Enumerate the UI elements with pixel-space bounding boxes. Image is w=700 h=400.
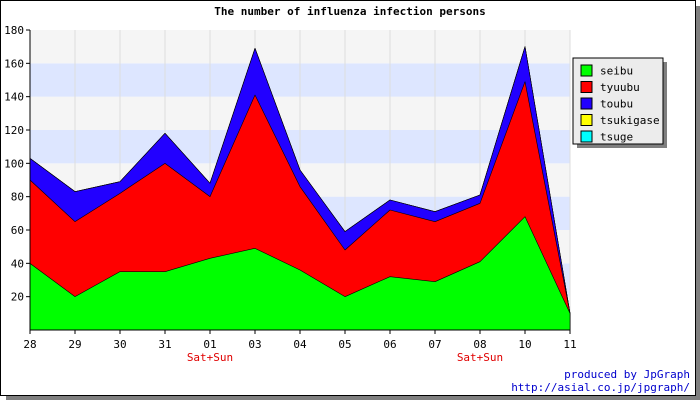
frame-shadow-right bbox=[696, 6, 700, 400]
x-tick-label: 11 bbox=[563, 338, 576, 351]
footer-url[interactable]: http://asial.co.jp/jpgraph/ bbox=[511, 381, 690, 394]
legend-swatch-seibu bbox=[580, 64, 593, 77]
y-tick-label: 40 bbox=[11, 257, 24, 270]
legend: seibu tyuubu toubu tsukigase tsuge bbox=[572, 57, 667, 148]
axes bbox=[26, 29, 571, 334]
x-tick-label: 10 bbox=[518, 338, 531, 351]
y-tick-label: 20 bbox=[11, 291, 24, 304]
x-tick-label: 03 bbox=[248, 338, 261, 351]
x-tick-label: 30 bbox=[113, 338, 126, 351]
footer-produced-by: produced by JpGraph bbox=[564, 368, 690, 381]
legend-swatch-tsuge bbox=[580, 130, 593, 143]
chart-title: The number of influenza infection person… bbox=[214, 5, 486, 18]
y-tick-labels: 20 40 60 80 100 120 140 160 180 bbox=[4, 24, 24, 304]
legend-label-tsukigase: tsukigase bbox=[600, 114, 660, 127]
legend-label-toubu: toubu bbox=[600, 98, 633, 111]
legend-label-tsuge: tsuge bbox=[600, 131, 633, 144]
y-tick-label: 140 bbox=[4, 91, 24, 104]
area-series bbox=[29, 46, 571, 331]
y-tick-label: 180 bbox=[4, 24, 24, 37]
legend-label-tyuubu: tyuubu bbox=[600, 81, 640, 94]
x-tick-label: 29 bbox=[68, 338, 81, 351]
legend-swatch-tsukigase bbox=[580, 114, 593, 126]
x-tick-label: 01 bbox=[203, 338, 216, 351]
x-tick-label: 31 bbox=[158, 338, 171, 351]
x-tick-label: 04 bbox=[293, 338, 307, 351]
x-tick-label: 05 bbox=[338, 338, 351, 351]
x-day-label: Sat+Sun bbox=[457, 351, 503, 364]
area-tyuubu bbox=[29, 81, 571, 331]
legend-swatch-toubu bbox=[580, 97, 593, 110]
legend-swatch-tyuubu bbox=[580, 81, 593, 93]
x-day-label: Sat+Sun bbox=[187, 351, 233, 364]
y-tick-label: 60 bbox=[11, 224, 24, 237]
y-tick-label: 80 bbox=[11, 191, 24, 204]
frame-shadow-bottom bbox=[6, 396, 700, 400]
area-seibu bbox=[29, 216, 571, 331]
y-tick-label: 160 bbox=[4, 57, 24, 70]
y-tick-label: 120 bbox=[4, 124, 24, 137]
x-tick-label: 08 bbox=[473, 338, 486, 351]
y-tick-label: 100 bbox=[4, 157, 24, 170]
x-tick-label: 28 bbox=[23, 338, 36, 351]
legend-label-seibu: seibu bbox=[600, 65, 633, 78]
x-tick-label: 07 bbox=[428, 338, 441, 351]
x-tick-label: 06 bbox=[383, 338, 396, 351]
